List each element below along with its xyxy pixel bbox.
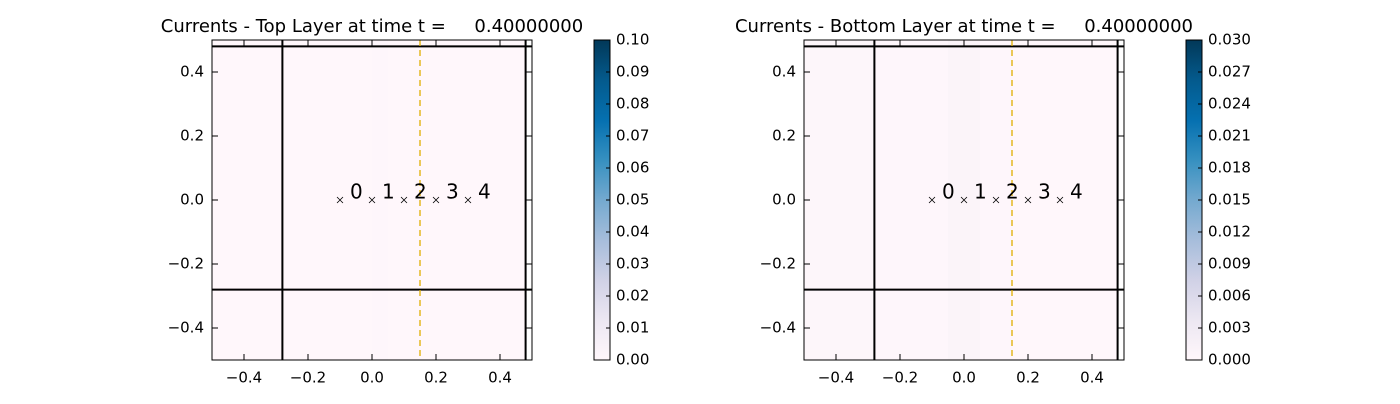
colorbar-tick-label: 0.07 [616,127,649,145]
y-tick-label: 0.0 [180,191,204,209]
point-label: 3 [1038,180,1051,204]
point-marker [432,196,440,204]
chart-title: Currents - Bottom Layer at time t = 0.40… [735,16,1193,37]
point-marker [1056,196,1064,204]
colorbar-tick-label: 0.04 [616,223,649,241]
colorbar-tick-label: 0.08 [616,95,649,113]
x-tick-label: −0.4 [818,369,854,387]
point-label: 0 [942,180,955,204]
point-marker [992,196,1000,204]
colorbar-tick-label: 0.009 [1208,255,1251,273]
heat-strip [372,40,388,360]
point-label: 2 [1006,180,1019,204]
point-label: 1 [382,180,395,204]
x-tick-label: 0.2 [424,369,448,387]
heat-strip [212,40,372,360]
colorbar-tick-label: 0.00 [616,351,649,369]
colorbar-tick-label: 0.030 [1208,31,1251,49]
y-tick-label: 0.4 [772,63,796,81]
heat-strip [1012,40,1118,360]
point-marker [1024,196,1032,204]
colorbar-tick-label: 0.000 [1208,351,1251,369]
y-tick-label: 0.0 [772,191,796,209]
point-marker [400,196,408,204]
x-tick-label: 0.4 [1080,369,1104,387]
point-marker [960,196,968,204]
colorbar-tick-label: 0.003 [1208,319,1251,337]
point-marker [928,196,936,204]
y-tick-label: 0.2 [772,127,796,145]
colorbar-tick-label: 0.05 [616,191,649,209]
colorbar-tick-label: 0.027 [1208,63,1251,81]
point-label: 3 [446,180,459,204]
colorbar-tick-label: 0.015 [1208,191,1251,209]
colorbar-tick-label: 0.006 [1208,287,1251,305]
colorbar-tick-label: 0.021 [1208,127,1251,145]
point-marker [368,196,376,204]
colorbar-tick-label: 0.06 [616,159,649,177]
colorbar-tick-label: 0.024 [1208,95,1251,113]
heat-strip [388,40,526,360]
x-tick-label: 0.2 [1016,369,1040,387]
y-tick-label: −0.4 [168,319,204,337]
y-tick-label: −0.4 [760,319,796,337]
colorbar-tick-label: 0.02 [616,287,649,305]
point-label: 0 [350,180,363,204]
x-tick-label: 0.4 [488,369,512,387]
colorbar-tick-label: 0.09 [616,63,649,81]
x-tick-label: 0.0 [952,369,976,387]
point-marker [464,196,472,204]
colorbar-tick-label: 0.018 [1208,159,1251,177]
x-tick-label: −0.2 [882,369,918,387]
colorbar-tick-label: 0.03 [616,255,649,273]
heat-strip [804,40,875,360]
y-tick-label: −0.2 [760,255,796,273]
point-label: 4 [1070,180,1083,204]
colorbar-tick-label: 0.10 [616,31,649,49]
point-label: 4 [478,180,491,204]
y-tick-label: 0.4 [180,63,204,81]
chart-title: Currents - Top Layer at time t = 0.40000… [161,16,583,37]
x-tick-label: −0.2 [290,369,326,387]
x-tick-label: −0.4 [226,369,262,387]
x-tick-label: 0.0 [360,369,384,387]
colorbar-tick-label: 0.01 [616,319,649,337]
colorbar-tick-label: 0.012 [1208,223,1251,241]
point-label: 1 [974,180,987,204]
y-tick-label: −0.2 [168,255,204,273]
y-tick-label: 0.2 [180,127,204,145]
point-marker [336,196,344,204]
point-label: 2 [414,180,427,204]
heat-strip [874,40,948,360]
